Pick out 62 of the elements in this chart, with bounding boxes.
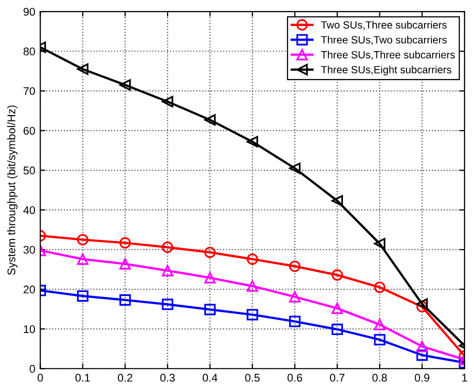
y-tick-label: 10 xyxy=(24,325,35,334)
point xyxy=(162,264,174,276)
x-tick-label: 0.2 xyxy=(118,374,132,382)
point xyxy=(416,340,428,352)
x-tick-label: 0.8 xyxy=(372,374,387,382)
point xyxy=(119,258,131,270)
y-tick-label: 30 xyxy=(23,246,35,254)
point xyxy=(204,272,216,284)
x-tick-label: 0.4 xyxy=(202,374,218,382)
x-tick-label: 0.5 xyxy=(245,374,260,382)
y-tick-label: 50 xyxy=(24,166,35,174)
point xyxy=(246,280,258,292)
point xyxy=(119,237,131,249)
point xyxy=(374,282,386,293)
point xyxy=(246,308,258,320)
point xyxy=(77,63,88,75)
point xyxy=(289,291,301,303)
legend-label: Three SUs,Two subcarriers xyxy=(321,36,447,45)
point xyxy=(162,242,174,253)
point xyxy=(119,79,131,91)
point xyxy=(246,253,258,265)
point xyxy=(204,304,216,316)
point xyxy=(416,301,428,312)
point xyxy=(204,114,216,126)
x-tick-label: 0 xyxy=(38,374,43,382)
legend-label: Two SUs,Three subcarriers xyxy=(321,20,447,30)
y-tick-label: 90 xyxy=(24,8,35,16)
point xyxy=(374,238,386,250)
y-tick-label: 40 xyxy=(23,206,35,214)
legend-label: Three SUs,Eight subcarriers xyxy=(321,66,452,76)
point xyxy=(204,246,216,258)
point xyxy=(77,234,88,246)
point xyxy=(162,298,174,310)
x-tick-label: 1 xyxy=(462,374,468,382)
point xyxy=(374,318,386,330)
x-tick-label: 0.7 xyxy=(330,374,344,382)
point xyxy=(289,316,301,328)
x-tick-label: 0.9 xyxy=(414,374,430,382)
y-tick-label: 20 xyxy=(24,286,35,294)
point xyxy=(374,334,386,346)
x-tick-label: 0.3 xyxy=(160,374,175,382)
point xyxy=(77,253,88,265)
point xyxy=(246,136,258,148)
y-tick-label: 0 xyxy=(30,364,35,373)
point xyxy=(77,290,88,302)
point xyxy=(119,294,131,306)
y-tick-label: 70 xyxy=(24,87,35,96)
point xyxy=(289,260,301,272)
legend-label: Three SUs,Three subcarriers xyxy=(321,50,455,60)
point xyxy=(416,349,428,361)
x-tick-label: 0.1 xyxy=(75,374,90,382)
y-axis-title: System throughput (bit/symbol/Hz) xyxy=(7,106,18,275)
point xyxy=(332,302,343,314)
point xyxy=(332,324,343,336)
point xyxy=(289,162,301,174)
x-tick-label: 0.6 xyxy=(288,374,302,382)
y-tick-label: 60 xyxy=(24,126,35,135)
point xyxy=(162,96,174,108)
point xyxy=(332,269,343,281)
point xyxy=(416,298,428,310)
point xyxy=(332,195,343,207)
y-tick-label: 80 xyxy=(24,48,35,56)
